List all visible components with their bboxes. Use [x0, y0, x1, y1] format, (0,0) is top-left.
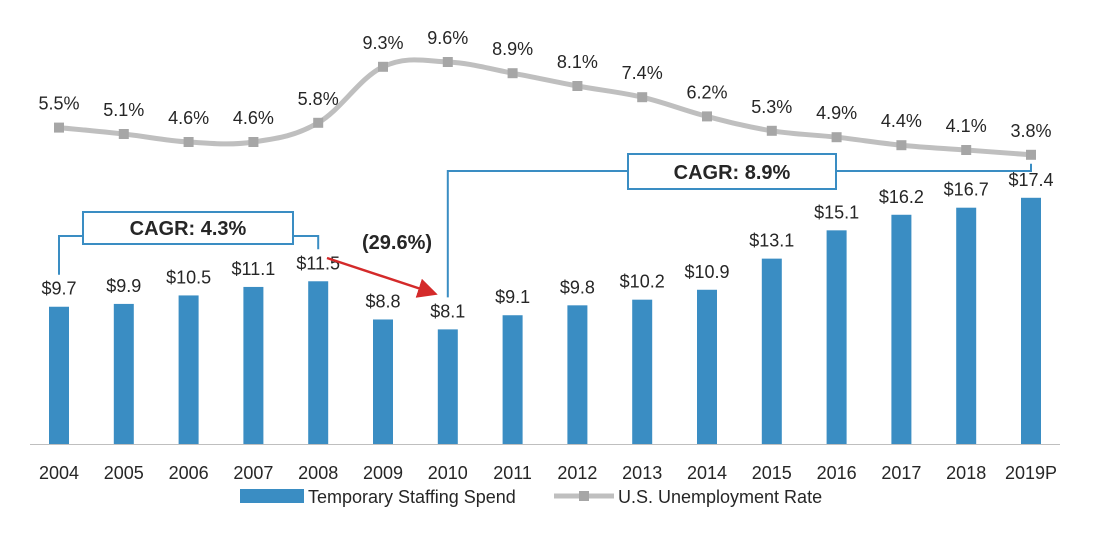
- bar-value-label: $9.7: [41, 279, 76, 299]
- x-tick-label: 2013: [622, 463, 662, 483]
- x-tick-label: 2018: [946, 463, 986, 483]
- line-point-2010: [442, 57, 453, 67]
- line-point-2017: [896, 140, 907, 151]
- line-point-2016: [831, 132, 842, 143]
- bar-value-label: $11.5: [296, 253, 340, 273]
- bar-2013: [632, 299, 653, 444]
- bar-value-label: $10.2: [620, 272, 665, 292]
- bar-value-label: $16.2: [879, 187, 924, 207]
- bar-2004: [49, 306, 69, 444]
- x-tick-label: 2016: [817, 463, 857, 483]
- line-value-label: 4.4%: [881, 111, 922, 131]
- line-point-2018: [961, 145, 972, 155]
- x-tick-label: 2006: [169, 463, 209, 483]
- legend-label-line: U.S. Unemployment Rate: [618, 487, 822, 507]
- bar-2018: [956, 207, 977, 444]
- bar-value-label: $8.8: [365, 291, 400, 311]
- line-value-label: 8.1%: [557, 52, 598, 72]
- bar-2007: [243, 286, 264, 444]
- bar-value-label: $10.5: [166, 267, 211, 287]
- line-value-label: 4.6%: [233, 108, 274, 128]
- line-value-label: 4.6%: [168, 108, 209, 128]
- bar-value-label: $11.1: [232, 259, 276, 279]
- x-tick-label: 2012: [557, 463, 597, 483]
- line-point-2005: [118, 129, 129, 139]
- line-value-label: 5.3%: [751, 97, 792, 117]
- line-point-2013: [637, 92, 648, 103]
- x-tick-label: 2011: [493, 463, 532, 483]
- bar-2015: [761, 258, 782, 444]
- x-tick-label: 2008: [298, 463, 338, 483]
- bar-2005: [113, 303, 134, 444]
- bar-value-label: $16.7: [944, 180, 989, 200]
- decline-label: (29.6%): [362, 232, 432, 254]
- line-point-2019P: [1026, 149, 1036, 160]
- bar-2012: [567, 305, 588, 444]
- x-tick-label: 2004: [39, 463, 79, 483]
- legend-label-bars: Temporary Staffing Spend: [308, 487, 516, 507]
- x-tick-label: 2009: [363, 463, 403, 483]
- bar-2008: [308, 281, 329, 444]
- line-value-label: 9.3%: [362, 33, 403, 53]
- bar-value-label: $15.1: [814, 202, 859, 222]
- cagr-right-box: [627, 153, 837, 190]
- line-value-label: 4.1%: [946, 116, 987, 136]
- line-value-label: 5.1%: [103, 100, 144, 120]
- line-point-2007: [248, 137, 259, 147]
- line-value-label: 9.6%: [427, 28, 468, 48]
- x-tick-label: 2017: [881, 463, 921, 483]
- legend-swatch-bars: [240, 489, 304, 503]
- bar-value-label: $17.4: [1008, 170, 1053, 190]
- x-tick-label: 2014: [687, 463, 727, 483]
- line-point-2014: [702, 111, 712, 122]
- cagr-left-box: [82, 211, 294, 245]
- bar-value-label: $9.1: [495, 287, 530, 307]
- x-tick-label: 2015: [752, 463, 792, 483]
- bar-value-label: $9.9: [106, 276, 141, 296]
- bar-2017: [891, 214, 912, 444]
- decline-arrow: [326, 256, 438, 298]
- line-value-label: 3.8%: [1010, 121, 1051, 141]
- bar-2014: [697, 289, 717, 444]
- line-point-2009: [378, 61, 388, 72]
- bar-2016: [826, 230, 847, 444]
- x-tick-label: 2010: [428, 463, 468, 483]
- line-value-label: 6.2%: [686, 82, 727, 102]
- line-value-label: 5.8%: [298, 89, 339, 109]
- line-value-label: 5.5%: [38, 94, 79, 114]
- x-tick-label: 2005: [104, 463, 144, 483]
- bar-2006: [178, 295, 199, 444]
- legend-swatch-marker: [579, 491, 589, 501]
- line-point-2008: [313, 117, 324, 128]
- line-point-2011: [507, 68, 518, 79]
- bar-2010: [437, 329, 458, 444]
- line-point-2006: [183, 137, 194, 147]
- x-tick-label: 2019P: [1005, 463, 1057, 483]
- line-point-2012: [572, 81, 583, 91]
- cagr-left-label: CAGR: 4.3%: [130, 218, 247, 240]
- line-point-2015: [766, 125, 777, 136]
- line-point-2004: [54, 122, 64, 133]
- cagr-right-label: CAGR: 8.9%: [674, 162, 791, 184]
- bar-value-label: $8.1: [430, 301, 465, 321]
- line-value-label: 8.9%: [492, 39, 533, 59]
- line-value-label: 4.9%: [816, 103, 857, 123]
- bar-2019P: [1021, 197, 1041, 444]
- bar-value-label: $10.9: [684, 262, 729, 282]
- x-tick-label: 2007: [233, 463, 273, 483]
- line-value-label: 7.4%: [622, 63, 663, 83]
- bar-2009: [373, 319, 393, 444]
- bar-value-label: $13.1: [749, 231, 794, 251]
- bar-value-label: $9.8: [560, 277, 595, 297]
- bar-2011: [502, 315, 523, 444]
- unemployment-line: [58, 57, 1032, 158]
